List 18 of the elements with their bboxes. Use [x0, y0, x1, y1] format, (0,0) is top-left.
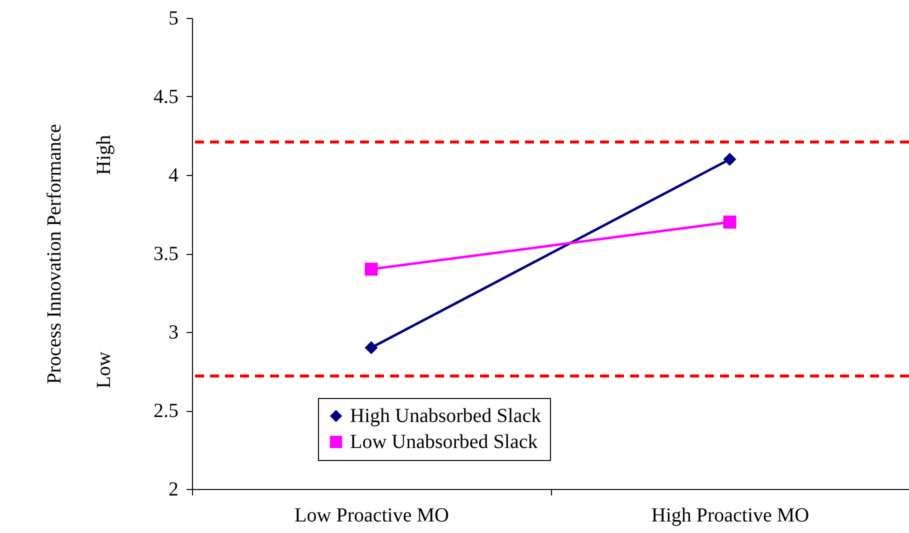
y-tick-label: 3	[168, 322, 178, 344]
y-tick-label: 2	[168, 478, 178, 500]
y-axis-title: Process Innovation Performance	[44, 124, 66, 384]
y-tick-label: 5	[168, 8, 178, 30]
point	[364, 341, 378, 354]
y-tick-label: 4	[168, 164, 178, 186]
y-tick-label: 2.5	[154, 400, 178, 422]
x-tick-label: High Proactive MO	[651, 504, 810, 526]
text: High	[93, 135, 115, 175]
x-tick-label: Low Proactive MO	[294, 504, 449, 526]
point	[364, 262, 378, 276]
point	[723, 152, 736, 166]
text: Low	[93, 351, 115, 388]
point	[723, 216, 736, 229]
legend-label: High Unabsorbed Slack	[350, 405, 542, 427]
y-tick-label: 3.5	[154, 243, 178, 265]
y-tick-label: 4.5	[154, 86, 178, 108]
legend-label: Low Unabsorbed Slack	[350, 431, 538, 453]
